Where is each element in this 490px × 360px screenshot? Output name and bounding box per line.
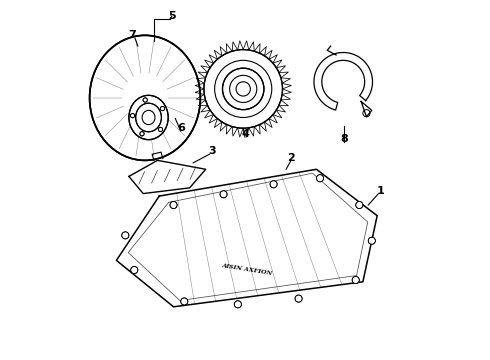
Polygon shape bbox=[117, 169, 377, 307]
Circle shape bbox=[143, 98, 147, 102]
Circle shape bbox=[352, 276, 359, 284]
Text: AISIN AXFION: AISIN AXFION bbox=[221, 264, 272, 276]
Circle shape bbox=[317, 175, 323, 182]
Circle shape bbox=[160, 107, 165, 111]
Circle shape bbox=[130, 113, 135, 118]
Circle shape bbox=[368, 237, 375, 244]
Circle shape bbox=[222, 68, 264, 110]
Text: 2: 2 bbox=[287, 153, 294, 163]
Polygon shape bbox=[314, 53, 372, 110]
Circle shape bbox=[170, 202, 177, 208]
Text: 8: 8 bbox=[341, 134, 348, 144]
Circle shape bbox=[140, 132, 144, 136]
Ellipse shape bbox=[129, 95, 168, 140]
Text: 7: 7 bbox=[128, 30, 136, 40]
Ellipse shape bbox=[90, 35, 200, 160]
Text: 3: 3 bbox=[208, 147, 216, 157]
Ellipse shape bbox=[136, 103, 161, 132]
Circle shape bbox=[234, 301, 242, 308]
Circle shape bbox=[220, 191, 227, 198]
Polygon shape bbox=[129, 160, 206, 194]
Circle shape bbox=[295, 295, 302, 302]
Circle shape bbox=[122, 232, 129, 239]
Circle shape bbox=[158, 127, 163, 132]
Circle shape bbox=[131, 266, 138, 274]
Text: 1: 1 bbox=[377, 186, 385, 197]
Text: 5: 5 bbox=[168, 11, 175, 21]
Circle shape bbox=[270, 181, 277, 188]
Circle shape bbox=[204, 50, 283, 128]
Circle shape bbox=[181, 298, 188, 305]
Circle shape bbox=[356, 202, 363, 208]
Text: 6: 6 bbox=[177, 123, 185, 133]
Text: 4: 4 bbox=[241, 129, 249, 139]
